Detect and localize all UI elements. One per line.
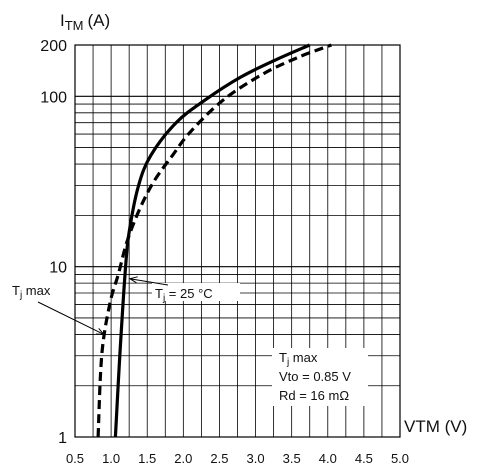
annotation-tj25-text: Tj = 25 °C (155, 286, 213, 304)
x-tick-label: 2.0 (174, 451, 192, 466)
params-line-tj: Tj max (279, 350, 318, 368)
x-tick-label: 4.0 (319, 451, 337, 466)
y-tick-label: 200 (40, 38, 67, 55)
x-tick-label: 3.0 (247, 451, 265, 466)
annotation-tjmax-text: Tj max (12, 283, 51, 301)
series-line-solid (113, 43, 311, 438)
series-line-dashed (96, 43, 332, 438)
x-tick-label: 3.5 (283, 451, 301, 466)
annotation-tjmax-arrow (37, 301, 106, 335)
y-tick-label: 1 (58, 430, 67, 447)
y-axis-title-unit: (A) (88, 11, 111, 30)
x-tick-labels: 0.5 1.0 1.5 2.0 2.5 3.0 3.5 4.0 4.5 5.0 (66, 451, 409, 466)
annotation-params: Tj max Vto = 0.85 V Rd = 16 mΩ (272, 348, 368, 406)
x-axis-title: VTM (V) (404, 417, 467, 436)
annotation-tj25: Tj = 25 °C (128, 276, 240, 304)
y-axis-title-main: I (60, 11, 65, 30)
x-tick-label: 0.5 (66, 451, 84, 466)
y-axis-title: ITM (A) (60, 11, 110, 33)
params-line-rd: Rd = 16 mΩ (279, 388, 349, 403)
y-tick-label: 100 (40, 89, 67, 106)
x-tick-label: 1.5 (138, 451, 156, 466)
annotation-tj25-arrow (128, 276, 169, 286)
annotation-tjmax: Tj max (12, 283, 106, 335)
y-tick-label: 10 (49, 260, 67, 277)
y-axis-title-sub: TM (65, 18, 84, 33)
y-tick-labels: 1 10 100 200 (40, 38, 67, 447)
x-tick-label: 1.0 (102, 451, 120, 466)
x-tick-label: 5.0 (391, 451, 409, 466)
params-line-vto: Vto = 0.85 V (279, 369, 351, 384)
series-layer (96, 43, 332, 438)
x-tick-label: 2.5 (210, 451, 228, 466)
x-tick-label: 4.5 (355, 451, 373, 466)
plot-frame (74, 44, 401, 438)
